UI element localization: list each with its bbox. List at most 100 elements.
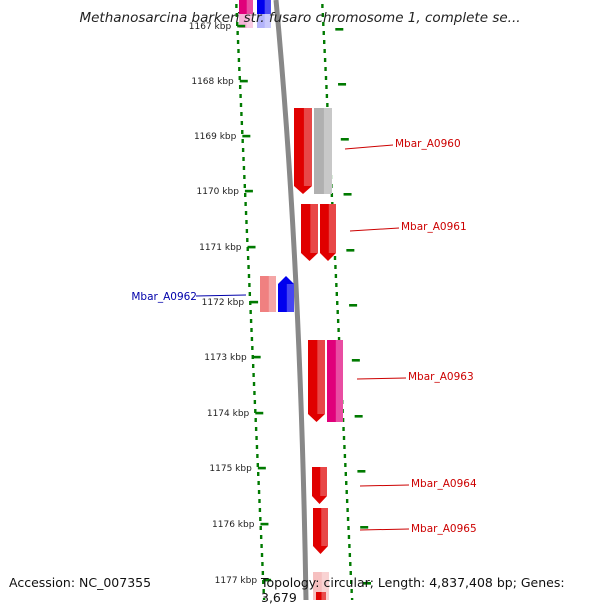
- guide-dot: [337, 328, 340, 332]
- gene-label[interactable]: Mbar_A0960: [395, 138, 461, 150]
- gene-mbar-a0961-paired: [320, 204, 336, 261]
- guide-dot: [235, 13, 239, 17]
- guide-dot: [262, 580, 265, 584]
- gene-fade: [257, 14, 271, 28]
- tick-mark-outer: [351, 359, 360, 362]
- gene-highlight: [321, 508, 328, 546]
- gene-box: [314, 108, 332, 194]
- guide-dot: [326, 103, 329, 107]
- guide-dot: [242, 157, 245, 161]
- gene-highlight: [328, 204, 336, 253]
- tick-mark-inner: [239, 79, 248, 83]
- guide-dot: [336, 319, 340, 323]
- guide-dot: [244, 202, 247, 206]
- guide-dot: [256, 454, 259, 458]
- gene-highlight: [286, 284, 294, 312]
- guide-dot: [323, 49, 326, 53]
- guide-dot: [248, 283, 251, 287]
- guide-dot: [259, 517, 262, 521]
- gene-labels: Mbar_A0960 Mbar_A0961 Mbar_A0962 Mbar_A0963…: [131, 138, 477, 535]
- tick-mark-inner: [237, 24, 246, 28]
- guide-dot: [348, 553, 352, 557]
- tick-mark-outer: [343, 193, 352, 196]
- tick-label: 1172 kbp: [202, 298, 245, 308]
- guide-dot: [260, 544, 263, 548]
- gene-highlight: [321, 572, 329, 600]
- guide-dot: [250, 337, 254, 341]
- guide-dot: [237, 58, 241, 62]
- guide-dot: [344, 463, 347, 467]
- guide-dot: [347, 535, 351, 539]
- tick-mark-inner: [263, 578, 272, 582]
- gene-highlight: [303, 108, 312, 186]
- gene-highlight: [320, 467, 327, 496]
- guide-dot: [243, 184, 246, 188]
- gene-arrow: [313, 508, 328, 554]
- guide-dot: [324, 76, 328, 80]
- guide-dot: [323, 40, 326, 44]
- guide-dot: [257, 481, 260, 485]
- guide-dot: [350, 589, 353, 593]
- guide-dot: [335, 292, 338, 296]
- guide-dot: [252, 382, 256, 386]
- backbone-line: [273, 0, 309, 600]
- guide-dot: [236, 40, 240, 44]
- tick-mark-inner: [247, 245, 256, 249]
- guide-dot: [347, 526, 350, 530]
- guide-dot: [253, 400, 257, 404]
- gene-label[interactable]: Mbar_A0963: [408, 371, 474, 383]
- tick-mark-inner: [250, 300, 259, 304]
- guide-dot: [257, 490, 261, 494]
- guide-dot: [241, 139, 244, 143]
- guide-dot: [249, 319, 253, 323]
- guide-dot: [260, 553, 264, 557]
- guide-dot: [236, 31, 239, 35]
- guide-dot: [325, 94, 329, 98]
- guide-dot: [246, 256, 250, 260]
- guide-dot: [322, 31, 325, 35]
- guide-dot: [321, 13, 325, 17]
- guide-dot: [241, 130, 244, 134]
- gene-mbar-a0964: [312, 467, 327, 504]
- guide-dot: [247, 265, 250, 269]
- guide-dot: [336, 310, 339, 314]
- gene-box: [316, 592, 326, 600]
- gene-fade: [239, 14, 253, 28]
- gene-label[interactable]: Mbar_A0961: [401, 221, 467, 233]
- gene-mbar-a0961-main: [301, 204, 318, 261]
- gene-mbar-a0963-paired: [327, 340, 343, 422]
- tick-mark-outer: [354, 415, 363, 418]
- guide-dot: [349, 562, 352, 566]
- guide-dot: [243, 175, 246, 179]
- gene-highlight: [317, 340, 325, 414]
- gene-arrow: [278, 276, 294, 312]
- guide-dot: [321, 4, 324, 8]
- guide-dot: [240, 121, 244, 125]
- guide-dot: [237, 49, 240, 53]
- guide-dot: [256, 463, 260, 467]
- guide-dot: [342, 436, 346, 440]
- guide-dot: [244, 211, 248, 215]
- guide-dot: [322, 22, 325, 26]
- gene-label[interactable]: Mbar_A0964: [411, 478, 477, 490]
- tick-label: 1175 kbp: [209, 464, 252, 474]
- gene-leader-line: [344, 144, 394, 150]
- guide-dot: [245, 220, 248, 224]
- tick-mark-outer: [335, 28, 344, 31]
- gene-label[interactable]: Mbar_A0962: [131, 291, 197, 303]
- gene-highlight: [268, 276, 276, 312]
- gene-highlight: [321, 592, 326, 600]
- guide-dot: [261, 571, 265, 575]
- tick-mark-inner: [244, 189, 253, 193]
- tick-mark-outer: [363, 582, 371, 585]
- tick-mark-outer: [349, 304, 358, 307]
- tick-label: 1176 kbp: [212, 520, 255, 530]
- guide-dot: [242, 166, 246, 170]
- gene-arrow: [320, 204, 336, 261]
- tick-mark-outer: [338, 83, 347, 86]
- guide-dot: [334, 274, 338, 278]
- tick-label: 1167 kbp: [189, 22, 232, 32]
- gene-label[interactable]: Mbar_A0965: [411, 523, 477, 535]
- gene-mbar-a0965: [313, 508, 328, 554]
